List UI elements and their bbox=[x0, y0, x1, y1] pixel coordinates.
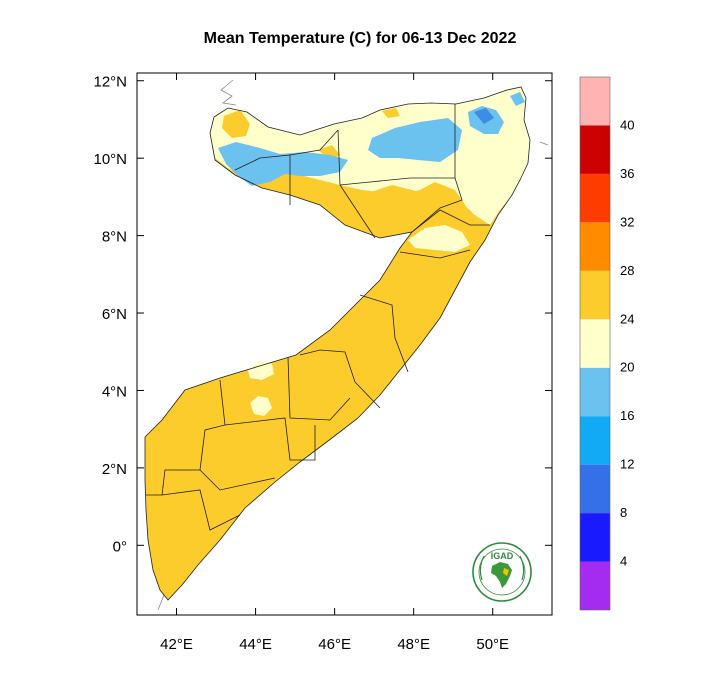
africa-map-icon bbox=[491, 562, 512, 588]
y-tick-label: 12°N bbox=[93, 74, 127, 91]
colorbar-label: 4 bbox=[620, 554, 627, 569]
colorbar-label: 40 bbox=[620, 117, 634, 132]
x-tick-label: 50°E bbox=[476, 636, 509, 653]
southwest-mild-spot-2 bbox=[250, 396, 272, 416]
igad-logo-text: IGAD bbox=[491, 551, 514, 561]
admin-boundaries bbox=[144, 86, 531, 601]
map-title: Mean Temperature (C) for 06-13 Dec 2022 bbox=[203, 30, 517, 47]
colorbar-label: 28 bbox=[620, 263, 634, 278]
colorbar-border bbox=[579, 76, 611, 611]
y-tick-label: 0° bbox=[113, 538, 127, 555]
colorbar-bin bbox=[580, 513, 610, 562]
x-tick-label: 48°E bbox=[397, 636, 430, 653]
x-tick-label: 46°E bbox=[318, 636, 351, 653]
x-axis: 42°E 44°E 46°E 48°E 50°E bbox=[160, 73, 509, 653]
colorbar: 4 8 12 16 20 24 28 32 36 40 bbox=[579, 76, 634, 611]
map-frame bbox=[136, 72, 553, 616]
colorbar-bin bbox=[580, 270, 610, 320]
colorbar-label: 32 bbox=[620, 214, 634, 229]
colorbar-label: 12 bbox=[620, 457, 634, 472]
y-tick-label: 2°N bbox=[102, 461, 127, 478]
highland-cool-central bbox=[368, 118, 462, 162]
colorbar-bin bbox=[580, 222, 610, 271]
colorbar-label: 20 bbox=[620, 360, 634, 375]
y-tick-label: 6°N bbox=[102, 306, 127, 323]
colorbar-bin bbox=[580, 464, 610, 514]
north-warm-patch-west bbox=[222, 110, 250, 138]
north-warm-patch-coast bbox=[382, 108, 400, 118]
y-tick-label: 4°N bbox=[102, 383, 127, 400]
y-axis: 12°N 10°N 8°N 6°N 4°N 2°N 0° bbox=[93, 74, 552, 555]
y-tick-label: 10°N bbox=[93, 151, 127, 168]
highland-cool-west bbox=[218, 142, 348, 186]
highland-cold-spot bbox=[474, 108, 494, 124]
colorbar-bin bbox=[580, 561, 610, 610]
colorbar-bin bbox=[580, 319, 610, 368]
x-tick-label: 42°E bbox=[160, 636, 193, 653]
map-layer bbox=[144, 79, 549, 611]
central-mild-band bbox=[408, 225, 470, 252]
y-tick-label: 8°N bbox=[102, 229, 127, 246]
colorbar-label: 24 bbox=[620, 311, 634, 326]
colorbar-label: 8 bbox=[620, 505, 627, 520]
southwest-mild-spot-1 bbox=[248, 360, 274, 380]
highland-cool-northeast bbox=[510, 92, 525, 106]
igad-logo: IGAD bbox=[472, 542, 532, 602]
colorbar-bin bbox=[580, 367, 610, 417]
colorbar-bin bbox=[580, 77, 610, 126]
colorbar-bin bbox=[580, 173, 610, 223]
colorbar-bin bbox=[580, 125, 610, 174]
north-warm-patch-east bbox=[368, 185, 482, 240]
colorbar-label: 36 bbox=[620, 166, 634, 181]
colorbar-bin bbox=[580, 416, 610, 465]
x-tick-label: 44°E bbox=[239, 636, 272, 653]
colorbar-label: 16 bbox=[620, 408, 634, 423]
